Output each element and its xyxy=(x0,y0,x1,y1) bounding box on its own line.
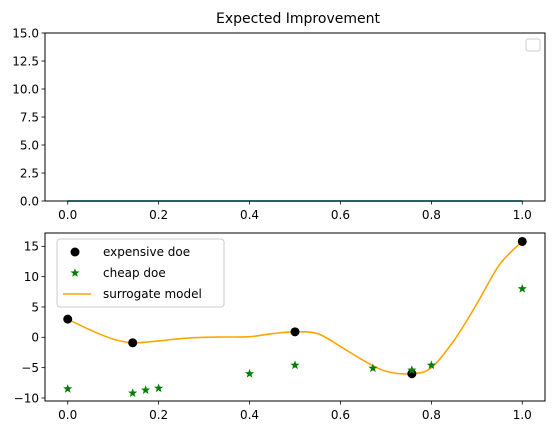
surrogate-plot: 0.0 0.2 0.4 0.6 0.8 1.0 −10 −5 0 5 10 15 expensive… xyxy=(14,232,546,422)
x-tick-label: 0.0 xyxy=(58,208,77,222)
y-tick-label: 0 xyxy=(31,331,39,345)
x-tick-label: 0.6 xyxy=(331,408,350,422)
expensive-doe-point xyxy=(63,314,73,324)
expected-improvement-plot: Expected Improvement 0.0 0.2 0.4 0.6 0.8 1.0 … xyxy=(12,11,546,222)
x-tick-label: 0.2 xyxy=(149,208,168,222)
cheap-doe-point xyxy=(407,365,417,374)
expensive-doe-point xyxy=(128,338,138,348)
cheap-doe-point xyxy=(517,284,527,293)
x-tick-label: 0.2 xyxy=(149,408,168,422)
legend-marker-expensive-doe xyxy=(70,247,80,257)
legend-marker-cheap-doe xyxy=(70,268,80,277)
cheap-doe-point xyxy=(141,385,151,394)
legend-label-cheap-doe: cheap doe xyxy=(103,266,166,280)
legend: expensive doe cheap doe surrogate model xyxy=(56,238,225,308)
y-tick-label: 10.0 xyxy=(12,82,39,96)
plot-title: Expected Improvement xyxy=(216,11,380,27)
x-tick-label: 1.0 xyxy=(513,208,532,222)
expensive-doe-point xyxy=(407,369,417,379)
y-tick-label: 12.5 xyxy=(12,54,39,68)
y-tick-label: 2.5 xyxy=(20,166,39,180)
y-tick-label: −10 xyxy=(14,391,39,405)
expensive-doe-point xyxy=(517,236,527,246)
expensive-doe-point xyxy=(290,327,300,337)
legend-box xyxy=(525,38,541,52)
x-tick-label: 1.0 xyxy=(513,408,532,422)
x-tick-label: 0.4 xyxy=(240,208,259,222)
cheap-doe-point xyxy=(128,388,138,397)
y-tick-label: 7.5 xyxy=(20,110,39,124)
y-tick-label: 15.0 xyxy=(12,26,39,40)
legend-label-surrogate-model: surrogate model xyxy=(103,287,202,301)
y-tick-label: 15 xyxy=(24,240,39,254)
legend-box xyxy=(56,238,225,308)
x-tick-label: 0.8 xyxy=(422,208,441,222)
x-tick-label: 0.8 xyxy=(422,408,441,422)
plot-frame xyxy=(44,232,546,402)
cheap-doe-point xyxy=(244,368,255,378)
cheap-doe-point xyxy=(154,383,164,393)
x-tick-label: 0.4 xyxy=(240,408,259,422)
cheap-doe-point xyxy=(368,363,378,373)
y-tick-label: 5.0 xyxy=(20,138,39,152)
y-tick-label: 10 xyxy=(24,270,39,284)
x-tick-label: 0.6 xyxy=(331,208,350,222)
y-tick-label: −5 xyxy=(21,361,39,375)
cheap-doe-point xyxy=(63,384,73,393)
x-tick-label: 0.0 xyxy=(58,408,77,422)
legend-label-expensive-doe: expensive doe xyxy=(103,245,190,259)
y-tick-label: 0.0 xyxy=(20,194,39,208)
cheap-doe-point xyxy=(426,360,436,370)
y-tick-label: 5 xyxy=(31,300,39,314)
plot-frame xyxy=(44,32,546,202)
cheap-doe-point xyxy=(290,360,300,370)
